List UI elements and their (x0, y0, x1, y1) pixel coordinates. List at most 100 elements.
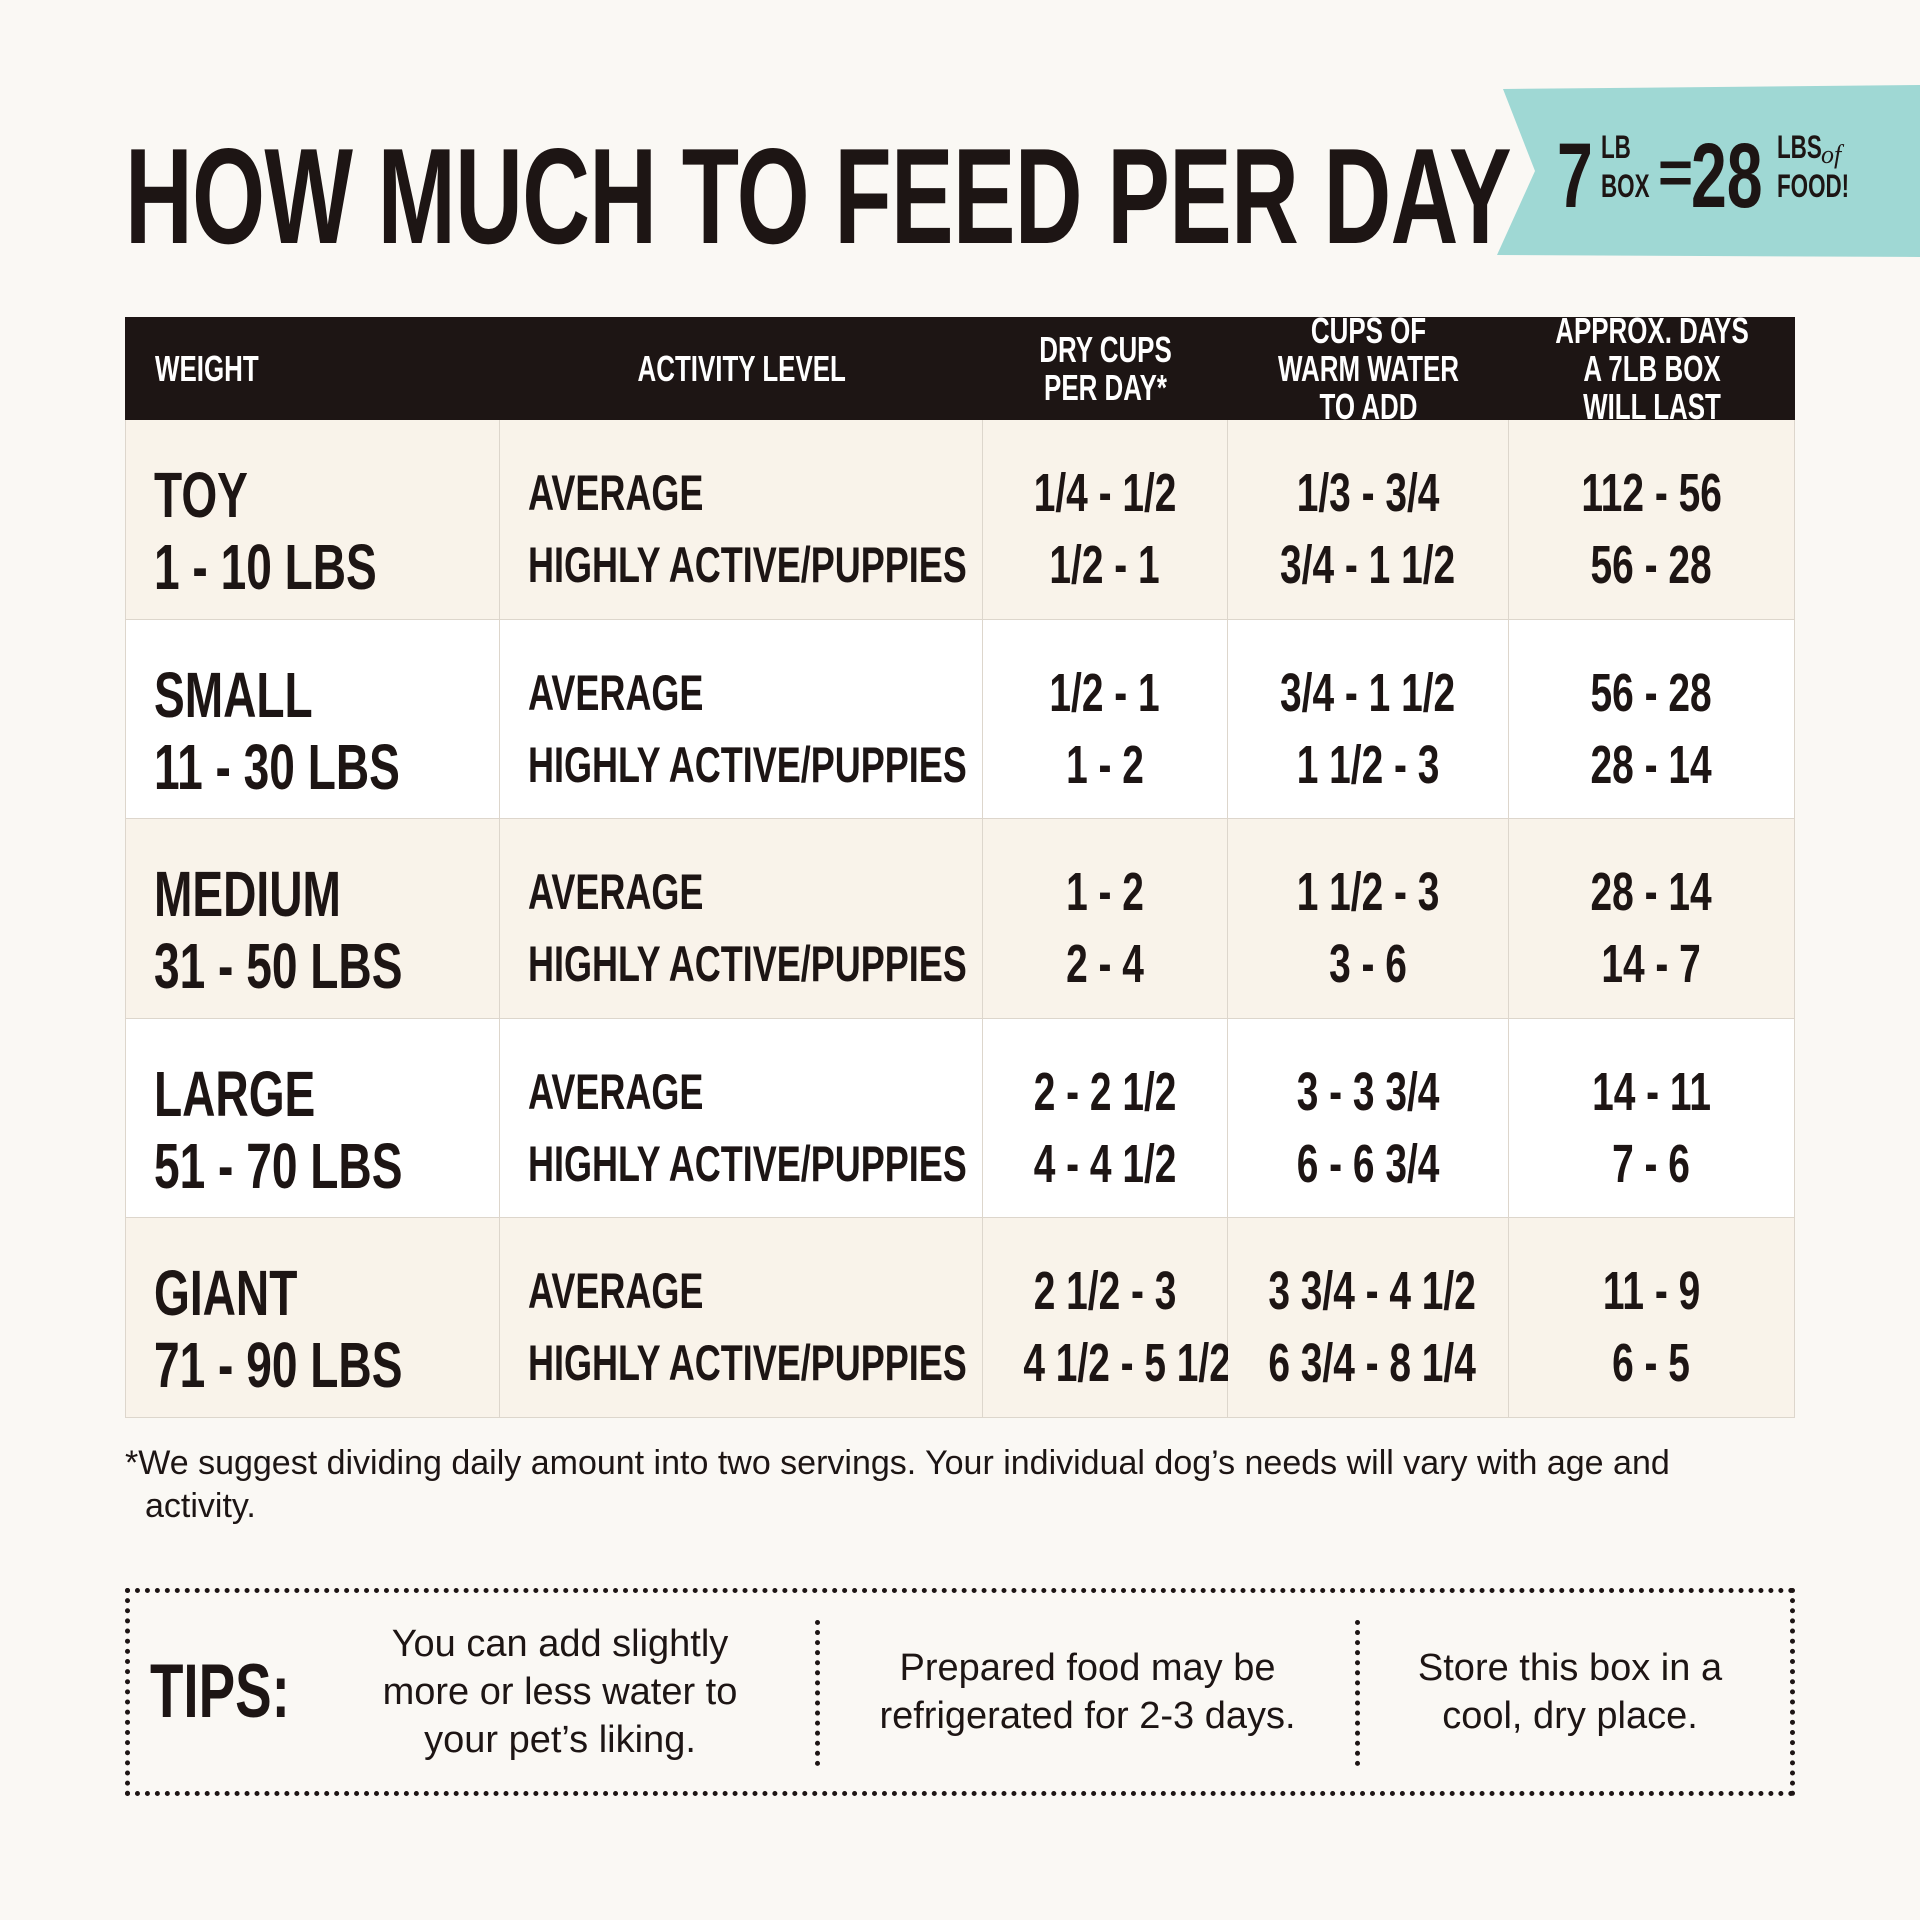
cell-line: 28 - 14 (1509, 857, 1794, 927)
cell-line: HIGHLY ACTIVE/PUPPIES (528, 929, 982, 999)
cell-line: 1/2 - 1 (983, 658, 1227, 728)
cell-text: 3/4 - 1 1/2 (1280, 662, 1456, 723)
table-cell: GIANT 71 - 90 LBS (125, 1218, 500, 1418)
cell-text: 14 - 7 (1601, 934, 1702, 995)
cell-text: 6 - 6 3/4 (1296, 1133, 1440, 1194)
cell-line: 7 - 6 (1509, 1129, 1794, 1199)
cell-line: HIGHLY ACTIVE/PUPPIES (528, 1129, 982, 1199)
cell-text: AVERAGE (528, 864, 704, 921)
cell-text: 1 1/2 - 3 (1296, 734, 1440, 795)
cell-text: 1 - 2 (1066, 862, 1144, 923)
cell-line: 3/4 - 1 1/2 (1228, 658, 1508, 728)
table-cell: AVERAGE HIGHLY ACTIVE/PUPPIES (500, 819, 983, 1019)
cell-text: 3 3/4 - 4 1/2 (1268, 1261, 1476, 1322)
cell-line: AVERAGE (528, 1057, 982, 1127)
cell-line: 6 - 6 3/4 (1228, 1129, 1508, 1199)
table-cell: 3/4 - 1 1/2 1 1/2 - 3 (1228, 619, 1509, 820)
badge-number: 7 (1557, 124, 1593, 227)
cell-text: 56 - 28 (1590, 662, 1713, 723)
cell-text: 1 - 2 (1066, 734, 1144, 795)
cell-text: 2 - 4 (1066, 934, 1144, 995)
cell-text: 56 - 28 (1590, 535, 1713, 595)
cell-line: 1 1/2 - 3 (1228, 857, 1508, 927)
cell-text: 3 - 6 (1329, 934, 1407, 995)
cell-line: 4 1/2 - 5 1/2 (983, 1328, 1231, 1398)
table-cell: AVERAGE HIGHLY ACTIVE/PUPPIES (500, 1218, 983, 1418)
table-cell: 1 1/2 - 3 3 - 6 (1228, 819, 1509, 1019)
table-cell: 2 1/2 - 3 4 1/2 - 5 1/2 (983, 1218, 1231, 1418)
cell-text: 4 - 4 1/2 (1033, 1133, 1177, 1194)
table-cell: MEDIUM 31 - 50 LBS (125, 819, 500, 1019)
cell-text: 3 - 3 3/4 (1296, 1061, 1440, 1122)
tip: Store this box in a cool, dry place. (1417, 1647, 1723, 1737)
cell-text: AVERAGE (528, 1063, 704, 1120)
tip: You can add slightly more or less water … (382, 1623, 738, 1761)
table-cell: SMALL 11 - 30 LBS (125, 619, 500, 820)
cell-text: 1 1/2 - 3 (1296, 862, 1440, 923)
cell-line: HIGHLY ACTIVE/PUPPIES (528, 730, 982, 800)
cell-line: 1/3 - 3/4 (1228, 458, 1508, 528)
column-header-text: APPROX. DAYS A 7LB BOX WILL LAST (1555, 309, 1749, 427)
cell-line: AVERAGE (528, 658, 982, 728)
column-header: CUPS OF WARM WATER TO ADD (1228, 311, 1509, 425)
badge-unit: FOOD! (1777, 168, 1849, 204)
cell-line: 3 - 6 (1228, 929, 1508, 999)
cell-line: AVERAGE (528, 1256, 982, 1326)
column-header-text: WEIGHT (155, 347, 259, 389)
cell-line: SMALL (154, 660, 499, 730)
table-cell: LARGE 51 - 70 LBS (125, 1018, 500, 1219)
cell-text: AVERAGE (528, 664, 704, 721)
cell-line: 3 3/4 - 4 1/2 (1228, 1256, 1508, 1326)
tips-label: TIPS: (150, 1588, 320, 1796)
table-cell: 2 - 2 1/2 4 - 4 1/2 (983, 1018, 1228, 1219)
cell-text: 28 - 14 (1590, 734, 1713, 795)
table-cell: 3 - 3 3/4 6 - 6 3/4 (1228, 1018, 1509, 1219)
cell-text: 28 - 14 (1590, 862, 1713, 923)
cell-line: HIGHLY ACTIVE/PUPPIES (528, 530, 982, 600)
cell-text: HIGHLY ACTIVE/PUPPIES (528, 1135, 967, 1192)
table-cell: 56 - 28 28 - 14 (1509, 619, 1795, 820)
cell-line: 71 - 90 LBS (154, 1330, 499, 1400)
cell-line: HIGHLY ACTIVE/PUPPIES (528, 1328, 982, 1398)
table-cell: 14 - 11 7 - 6 (1509, 1018, 1795, 1219)
cell-line: AVERAGE (528, 857, 982, 927)
cell-line: MEDIUM (154, 859, 499, 929)
cell-line: 1 1/2 - 3 (1228, 730, 1508, 800)
cell-text: MEDIUM (154, 858, 341, 931)
table-cell: AVERAGE HIGHLY ACTIVE/PUPPIES (500, 619, 983, 820)
cell-line: 1/2 - 1 (983, 530, 1227, 600)
column-header-text: ACTIVITY LEVEL (637, 347, 846, 389)
cell-text: GIANT (154, 1257, 298, 1330)
cell-line: 14 - 7 (1509, 929, 1794, 999)
cell-text: AVERAGE (528, 465, 704, 521)
cell-line: 3 - 3 3/4 (1228, 1057, 1508, 1127)
table-cell: 1/2 - 1 1 - 2 (983, 619, 1228, 820)
cell-text: 4 1/2 - 5 1/2 (1023, 1333, 1231, 1394)
cell-text: 71 - 90 LBS (154, 1329, 403, 1402)
tips-label-text: TIPS: (150, 1649, 290, 1734)
table-cell: 3 3/4 - 4 1/2 6 3/4 - 8 1/4 (1228, 1218, 1509, 1418)
cell-text: 2 - 2 1/2 (1033, 1061, 1177, 1122)
cell-line: 1/4 - 1/2 (983, 458, 1227, 528)
cell-line: 51 - 70 LBS (154, 1131, 499, 1201)
cell-line: LARGE (154, 1059, 499, 1129)
cell-line: 1 - 2 (983, 730, 1227, 800)
cell-text: HIGHLY ACTIVE/PUPPIES (528, 936, 967, 993)
badge-unit: LB (1601, 129, 1631, 165)
cell-line: 56 - 28 (1509, 658, 1794, 728)
footnote: *We suggest dividing daily amount into t… (125, 1444, 1670, 1525)
cell-line: 1 - 10 LBS (154, 532, 499, 602)
cell-text: 6 - 5 (1612, 1333, 1691, 1394)
cell-line: 11 - 9 (1509, 1256, 1794, 1326)
tips-box (125, 1588, 1795, 1796)
cell-text: 1/3 - 3/4 (1296, 463, 1440, 523)
cell-text: 7 - 6 (1612, 1133, 1691, 1194)
badge-equals: = (1658, 139, 1693, 206)
cell-line: 2 - 4 (983, 929, 1227, 999)
column-header: ACTIVITY LEVEL (500, 317, 983, 420)
cell-text: HIGHLY ACTIVE/PUPPIES (528, 736, 967, 793)
cell-text: HIGHLY ACTIVE/PUPPIES (528, 1335, 967, 1392)
badge-unit: BOX (1601, 168, 1650, 204)
cell-line: 4 - 4 1/2 (983, 1129, 1227, 1199)
